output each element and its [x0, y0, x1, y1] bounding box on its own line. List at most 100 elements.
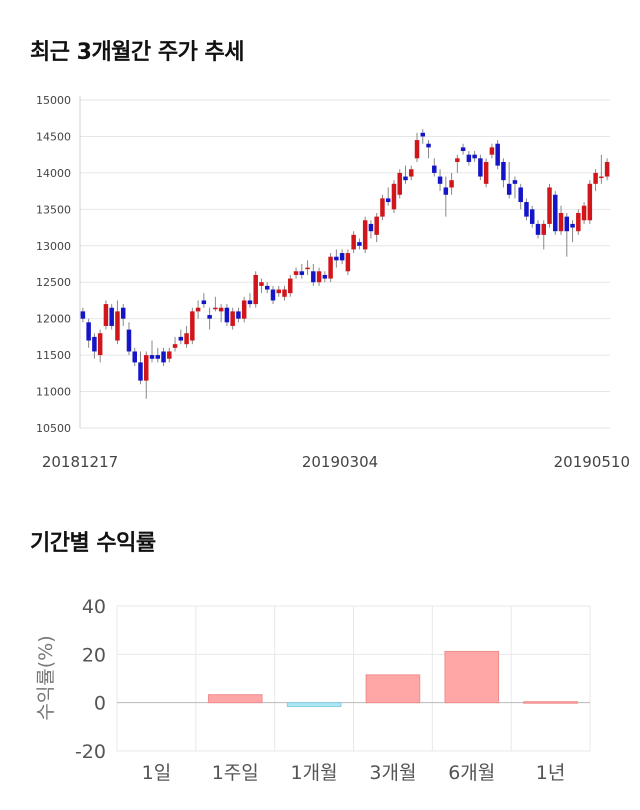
- y-tick-label: 14500: [36, 130, 71, 143]
- candle-down: [478, 158, 483, 177]
- category-label: 6개월: [448, 762, 495, 784]
- candle-down: [368, 223, 374, 232]
- candle-down: [149, 355, 155, 359]
- candle-up: [167, 351, 172, 359]
- candle-down: [270, 289, 276, 301]
- candle-down: [420, 132, 426, 137]
- candle-up: [541, 223, 546, 235]
- candle-up: [276, 289, 281, 294]
- y-tick-label: 40: [82, 596, 106, 618]
- candle-down: [132, 351, 137, 363]
- candle-down: [86, 322, 91, 341]
- candle-up: [305, 267, 310, 270]
- candle-down: [460, 147, 466, 152]
- candle-down: [236, 311, 241, 319]
- candle-up: [489, 147, 495, 155]
- candle-down: [247, 300, 253, 305]
- candle-down: [518, 187, 523, 203]
- candle-up: [345, 253, 351, 272]
- candle-up: [230, 311, 235, 326]
- candle-up: [328, 256, 333, 279]
- candle-down: [443, 187, 449, 195]
- y-tick-label: 12500: [36, 276, 71, 289]
- candle-up: [282, 289, 287, 297]
- candle-up: [213, 307, 218, 310]
- candle-down: [138, 362, 143, 381]
- y-tick-label: 13500: [36, 203, 71, 216]
- candle-up: [455, 158, 460, 162]
- y-tick-label: 11000: [36, 386, 71, 399]
- y-tick-label: 14000: [36, 167, 71, 180]
- candle-down: [264, 285, 270, 290]
- candle-down: [437, 176, 443, 184]
- candle-up: [115, 311, 120, 341]
- candle-up: [103, 304, 109, 326]
- y-tick-label: 20: [82, 644, 106, 666]
- candle-down: [155, 355, 161, 359]
- y-tick-label: 15000: [36, 94, 71, 107]
- candle-up: [587, 183, 593, 221]
- candle-up: [253, 274, 258, 305]
- candle-down: [529, 209, 535, 224]
- candle-down: [224, 307, 230, 323]
- candle-up: [316, 271, 322, 283]
- candle-down: [178, 336, 184, 341]
- candle-up: [195, 307, 201, 312]
- candle-up: [483, 161, 489, 184]
- category-label: 3개월: [369, 762, 416, 784]
- candle-down: [535, 223, 541, 235]
- candle-down: [385, 198, 391, 203]
- candle-up: [351, 234, 356, 250]
- candle-down: [109, 307, 114, 326]
- candle-down: [339, 253, 345, 261]
- candle-down: [207, 315, 212, 319]
- return-bar: [286, 702, 342, 708]
- candle-down: [495, 143, 500, 166]
- candle-down: [426, 143, 431, 148]
- return-bar: [207, 694, 263, 704]
- candle-up: [172, 344, 178, 348]
- stock-price-chart: 15000 14500 14000 13500 13000 12500 12000 11500…: [36, 94, 630, 471]
- x-tick-label: 20181217: [42, 453, 118, 471]
- candle-up: [409, 169, 414, 177]
- candle-up: [184, 333, 189, 345]
- category-label: 1개월: [291, 762, 338, 784]
- return-bar: [523, 701, 578, 704]
- period-return-title: 기간별 수익률: [30, 531, 156, 556]
- y-tick-label: -20: [75, 741, 106, 763]
- candle-up: [391, 183, 397, 210]
- y-axis-label: 수익률(%): [35, 635, 57, 720]
- candle-down: [472, 154, 477, 159]
- candle-down: [357, 242, 362, 246]
- candle-up: [604, 161, 610, 177]
- candle-up: [547, 187, 552, 224]
- candle-up: [397, 172, 402, 195]
- y-tick-label: 13000: [36, 240, 71, 253]
- candle-up: [259, 282, 264, 286]
- candle-down: [466, 154, 472, 162]
- candle-up: [293, 271, 299, 275]
- candle-down: [403, 176, 408, 181]
- y-tick-label: 11500: [36, 349, 71, 362]
- candle-up: [362, 220, 368, 250]
- return-bar: [365, 674, 421, 704]
- candle-up: [190, 311, 195, 341]
- y-tick-label: 0: [94, 693, 106, 715]
- candle-down: [570, 223, 575, 228]
- candle-down: [161, 351, 166, 363]
- candle-up: [380, 198, 385, 217]
- y-tick-label: 10500: [36, 422, 71, 435]
- candle-down: [524, 202, 529, 217]
- candle-down: [126, 329, 132, 352]
- candle-up: [288, 278, 293, 294]
- candle-down: [80, 311, 86, 319]
- x-tick-label: 20190510: [554, 453, 630, 471]
- candle-down: [553, 194, 558, 232]
- candle-down: [501, 161, 506, 181]
- candle-down: [120, 307, 126, 319]
- candle-up: [218, 307, 224, 312]
- candle-up: [581, 205, 587, 221]
- candle-up: [599, 176, 604, 179]
- candle-up: [97, 333, 103, 356]
